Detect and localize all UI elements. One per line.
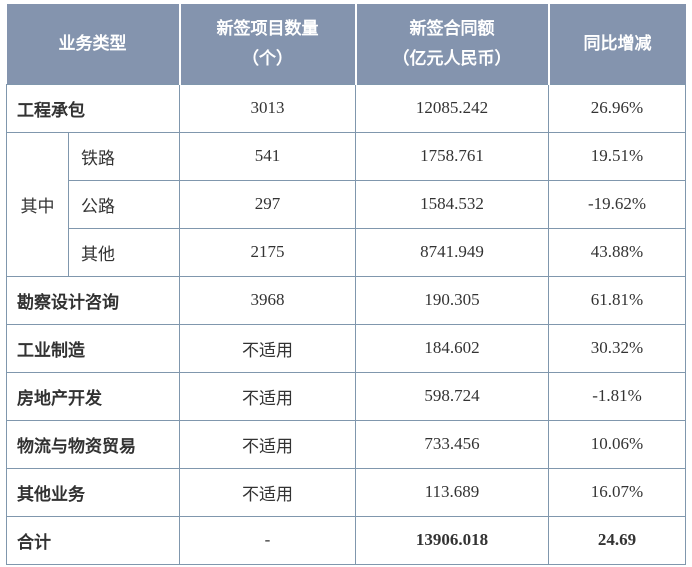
cell-projects: 不适用 — [179, 419, 356, 469]
row-sublabel: 铁路 — [68, 131, 180, 181]
table-row: 其中 铁路 541 1758.761 19.51% — [6, 131, 686, 277]
cell-yoy: 43.88% — [548, 227, 686, 277]
cell-contract: 8741.949 — [355, 227, 549, 277]
cell-yoy: 61.81% — [548, 275, 686, 325]
cell-projects: 541 — [179, 131, 356, 181]
table-row: 房地产开发 不适用 598.724 -1.81% — [6, 371, 686, 421]
table-header-row: 业务类型 新签项目数量 （个） 新签合同额 （亿元人民币） 同比增减 — [6, 4, 686, 85]
table-row: 其他 2175 8741.949 43.88% — [7, 227, 686, 277]
cell-projects: - — [179, 515, 356, 565]
cell-yoy: 16.07% — [548, 467, 686, 517]
header-new-projects-line1: 新签项目数量 — [216, 18, 319, 38]
row-label: 物流与物资贸易 — [6, 419, 180, 469]
cell-contract: 113.689 — [355, 467, 549, 517]
table-row: 工业制造 不适用 184.602 30.32% — [6, 323, 686, 373]
cell-contract: 13906.018 — [355, 515, 549, 565]
cell-projects: 不适用 — [179, 467, 356, 517]
table-row: 其他业务 不适用 113.689 16.07% — [6, 467, 686, 517]
cell-contract: 190.305 — [355, 275, 549, 325]
cell-contract: 1758.761 — [355, 131, 549, 181]
table-total-row: 合计 - 13906.018 24.69 — [6, 515, 686, 565]
cell-yoy: 19.51% — [548, 131, 686, 181]
cell-yoy: -19.62% — [548, 179, 686, 229]
cell-projects: 2175 — [179, 227, 356, 277]
cell-yoy: 30.32% — [548, 323, 686, 373]
row-label: 其他业务 — [6, 467, 180, 517]
table-row: 勘察设计咨询 3968 190.305 61.81% — [6, 275, 686, 325]
row-label: 房地产开发 — [6, 371, 180, 421]
cell-projects: 不适用 — [179, 323, 356, 373]
header-contract-value-line1: 新签合同额 — [409, 18, 495, 38]
header-new-projects: 新签项目数量 （个） — [178, 4, 357, 85]
row-label: 工程承包 — [6, 83, 180, 133]
header-new-projects-line2: （个） — [242, 48, 293, 68]
header-business-type-label: 业务类型 — [58, 33, 127, 53]
row-label: 合计 — [6, 515, 180, 565]
cell-yoy: 24.69 — [548, 515, 686, 565]
table-row: 工程承包 3013 12085.242 26.96% — [6, 83, 686, 133]
row-label: 勘察设计咨询 — [6, 275, 180, 325]
row-group-label: 其中 — [6, 131, 69, 277]
row-sublabel: 其他 — [68, 227, 180, 277]
new-contracts-table: 业务类型 新签项目数量 （个） 新签合同额 （亿元人民币） 同比增减 工程承包 … — [6, 4, 686, 565]
cell-projects: 297 — [179, 179, 356, 229]
cell-contract: 733.456 — [355, 419, 549, 469]
header-yoy-change-label: 同比增减 — [583, 33, 652, 53]
table-row: 物流与物资贸易 不适用 733.456 10.06% — [6, 419, 686, 469]
header-contract-value: 新签合同额 （亿元人民币） — [354, 4, 550, 85]
header-yoy-change: 同比增减 — [547, 4, 686, 85]
header-business-type: 业务类型 — [6, 4, 181, 85]
cell-projects: 不适用 — [179, 371, 356, 421]
cell-yoy: 26.96% — [548, 83, 686, 133]
header-contract-value-line2: （亿元人民币） — [392, 48, 512, 68]
cell-projects: 3013 — [179, 83, 356, 133]
cell-contract: 184.602 — [355, 323, 549, 373]
table-row: 公路 297 1584.532 -19.62% — [7, 179, 686, 229]
cell-contract: 598.724 — [355, 371, 549, 421]
row-sublabel: 公路 — [68, 179, 180, 229]
cell-projects: 3968 — [179, 275, 356, 325]
cell-yoy: -1.81% — [548, 371, 686, 421]
cell-contract: 12085.242 — [355, 83, 549, 133]
cell-contract: 1584.532 — [355, 179, 549, 229]
cell-yoy: 10.06% — [548, 419, 686, 469]
row-label: 工业制造 — [6, 323, 180, 373]
